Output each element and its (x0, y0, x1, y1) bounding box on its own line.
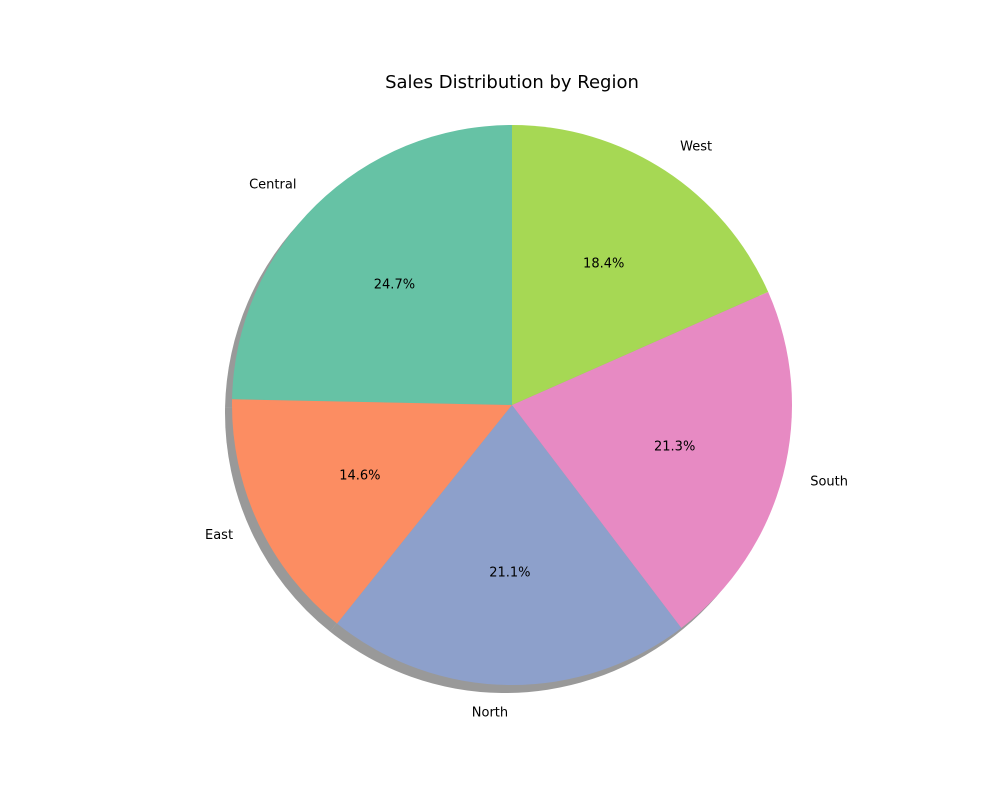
slice-north (337, 405, 682, 685)
slice-percent-south: 21.3% (654, 439, 695, 454)
slice-percent-central: 24.7% (374, 278, 415, 293)
slice-central (232, 125, 512, 405)
pie-labels: Central 24.7% East 14.6% North 21.1% South 21.3… (205, 139, 848, 720)
slice-percent-west: 18.4% (583, 257, 624, 272)
slice-south (512, 291, 792, 628)
slice-label-east: East (205, 528, 233, 543)
slice-percent-north: 21.1% (489, 565, 530, 580)
slice-label-central: Central (249, 178, 296, 193)
slice-west (512, 125, 769, 405)
slice-east (232, 399, 512, 624)
slice-percent-east: 14.6% (339, 469, 380, 484)
chart-title: Sales Distribution by Region (385, 72, 639, 93)
slice-label-west: West (680, 139, 712, 154)
slice-label-north: North (472, 705, 508, 720)
pie-slices (232, 125, 792, 685)
slice-label-south: South (810, 474, 848, 489)
